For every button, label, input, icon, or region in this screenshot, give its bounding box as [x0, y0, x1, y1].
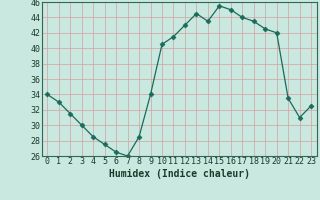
X-axis label: Humidex (Indice chaleur): Humidex (Indice chaleur)	[109, 169, 250, 179]
